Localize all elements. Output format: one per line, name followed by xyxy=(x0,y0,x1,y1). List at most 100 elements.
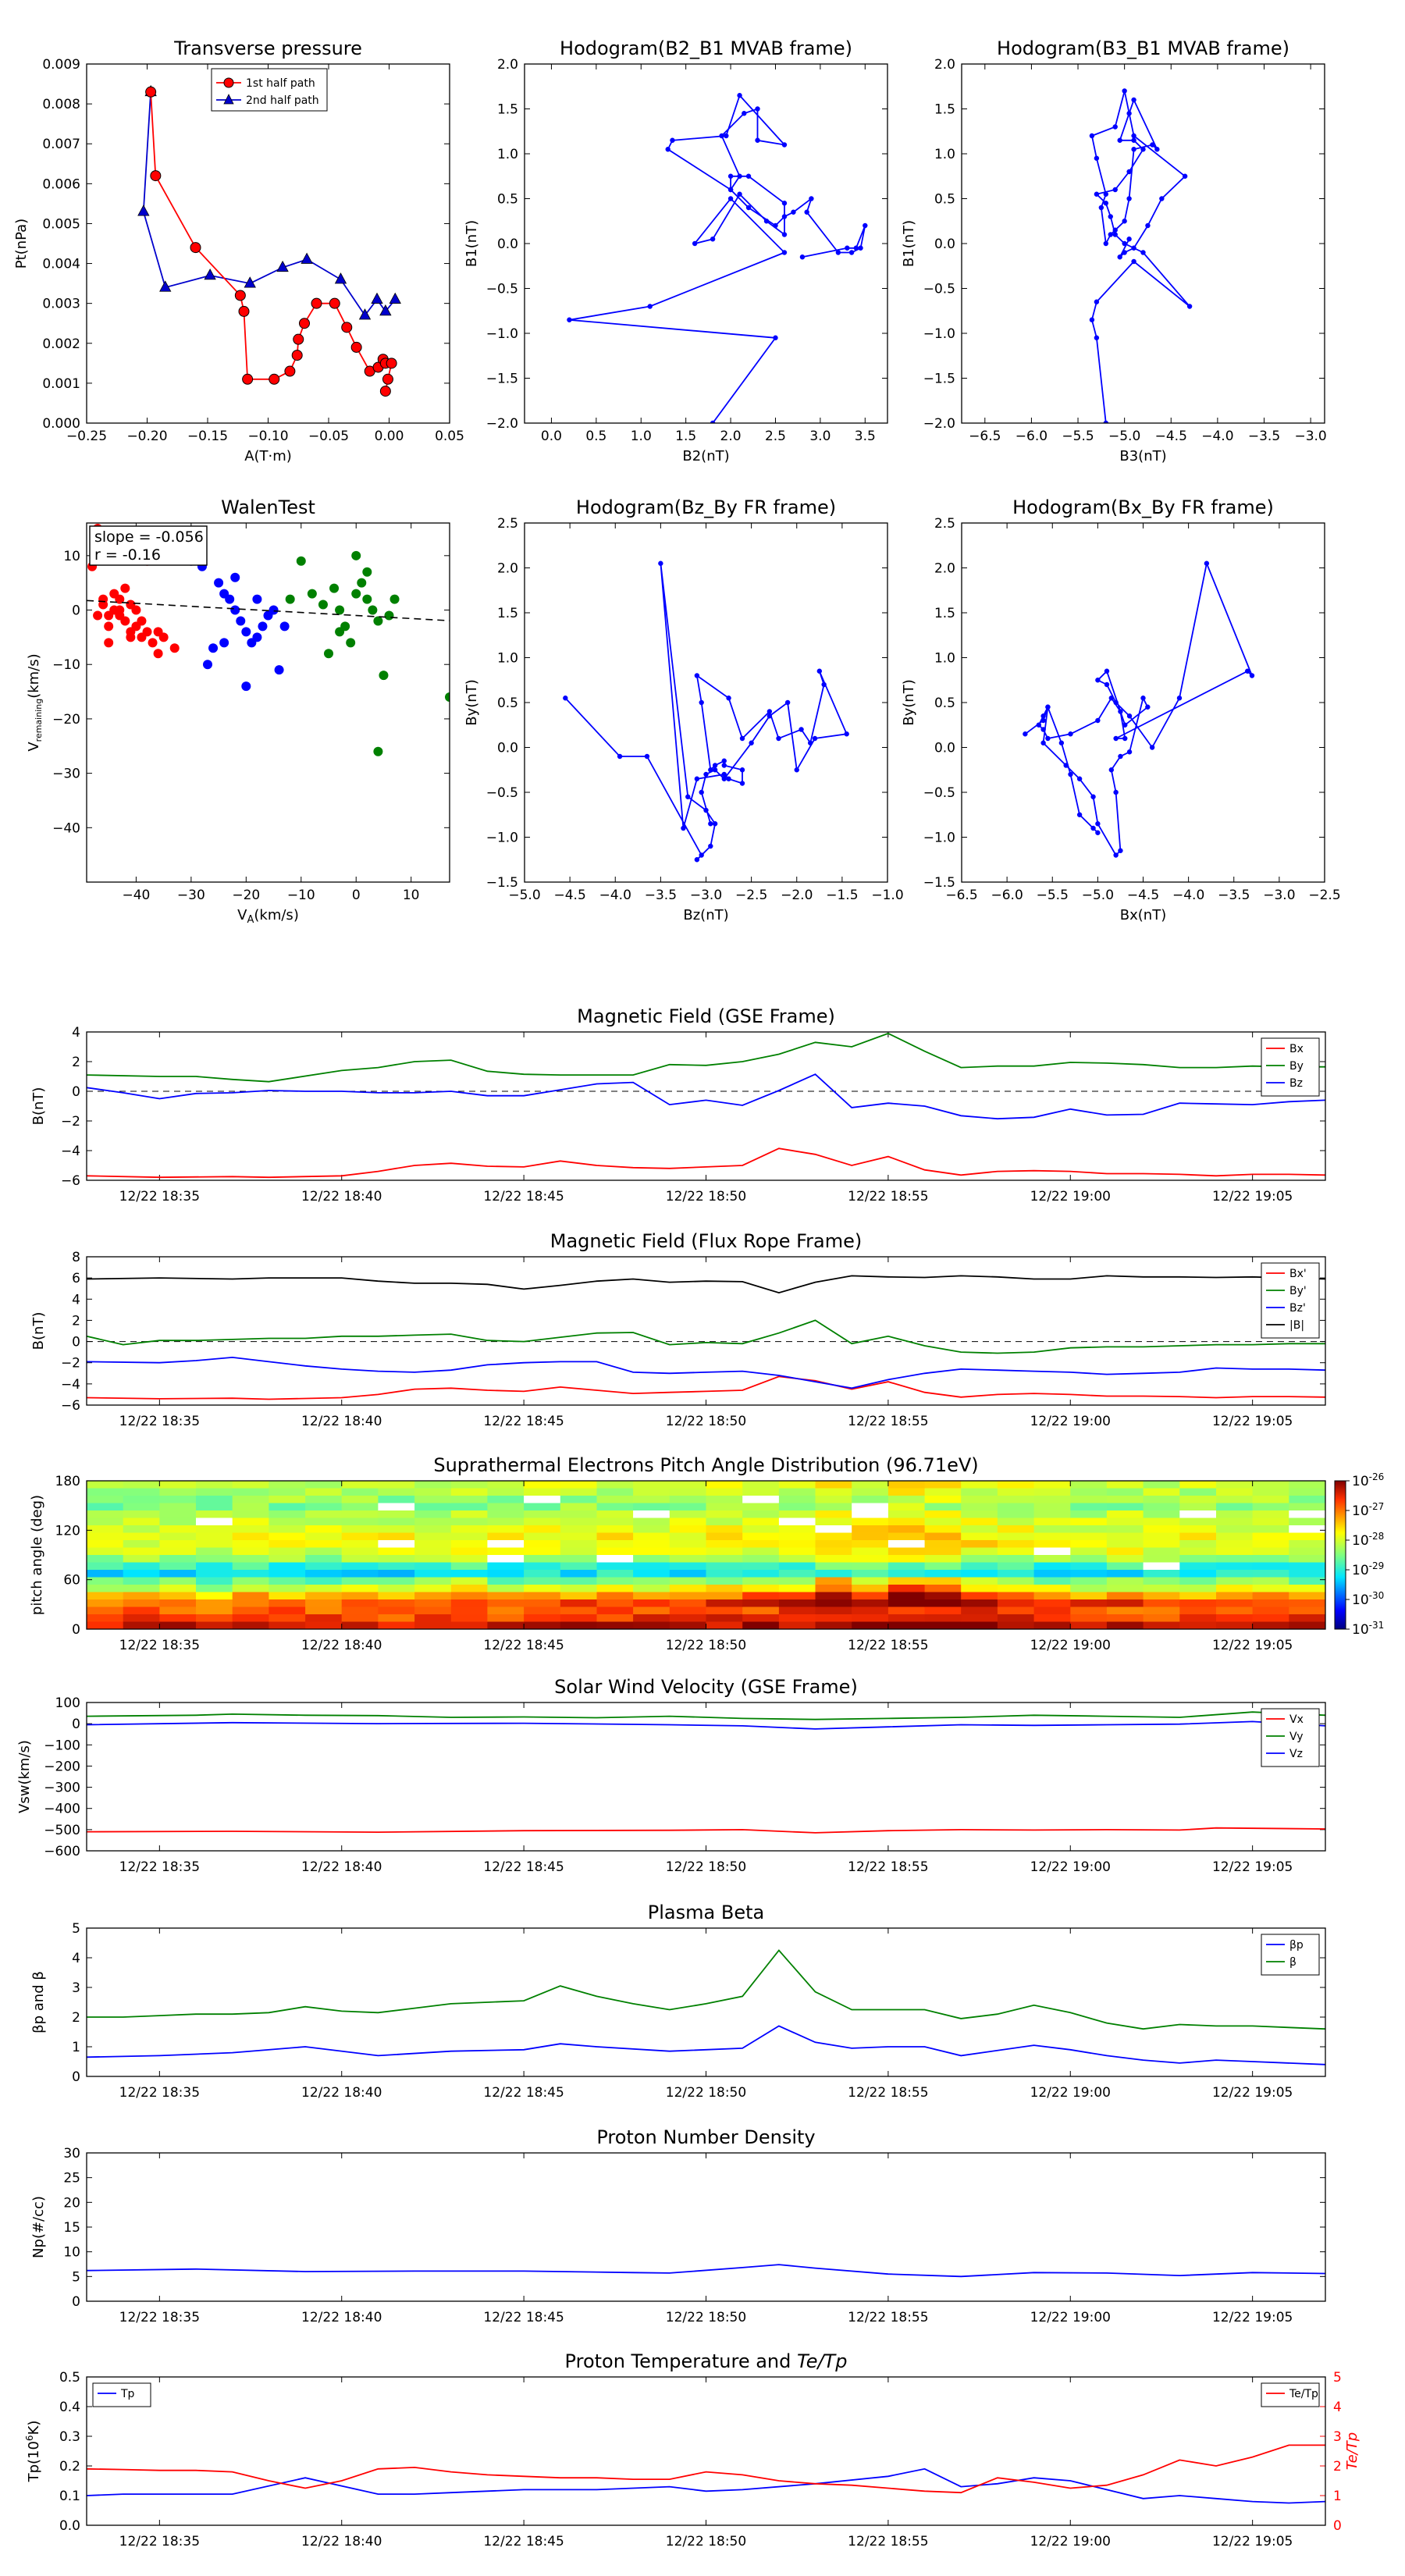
hodogram-point xyxy=(745,173,752,179)
heatmap-cell xyxy=(1070,1599,1108,1608)
plot-frame xyxy=(86,1702,1326,1852)
y-tick-label: −4 xyxy=(61,1377,80,1393)
heatmap-cell xyxy=(669,1614,707,1623)
heatmap-cell xyxy=(669,1599,707,1608)
heatmap-cell xyxy=(1106,1540,1144,1549)
second-half-path-point xyxy=(358,308,372,320)
y-axis-label: B1(nT) xyxy=(464,220,480,267)
x-tick-label: −2.5 xyxy=(1308,888,1340,903)
scatter-point xyxy=(104,621,114,632)
heatmap-cell xyxy=(196,1547,233,1556)
hodogram-point xyxy=(1122,240,1127,247)
hodogram-point xyxy=(804,209,809,215)
hodogram-point xyxy=(1140,696,1146,701)
y-tick-label: −200 xyxy=(44,1759,80,1774)
heatmap-cell xyxy=(196,1570,233,1578)
hodogram-point xyxy=(1023,731,1028,737)
heatmap-cell xyxy=(1106,1517,1144,1526)
hodogram-point xyxy=(721,758,727,763)
heatmap-cell xyxy=(87,1585,124,1593)
plot-frame xyxy=(86,522,450,883)
chart-h3: Hodogram(Bz_By FR frame) −5.0 −4.5 −4.0 −3.5… xyxy=(464,496,904,923)
heatmap-cell xyxy=(924,1547,962,1556)
y-tick-label: 2 xyxy=(72,1055,80,1070)
colorbar-exponent: -26 xyxy=(1369,1471,1385,1482)
heatmap-cell xyxy=(305,1599,343,1608)
time-tick-label: 12/22 18:55 xyxy=(848,2310,928,2325)
heatmap-cell xyxy=(596,1621,634,1629)
chart-h2: Hodogram(B3_B1 MVAB frame) −6.5 −6.0 −5.5 −5… xyxy=(901,37,1327,464)
heatmap-cell xyxy=(450,1496,489,1504)
first-half-path-point xyxy=(284,365,296,377)
heatmap-cell xyxy=(633,1585,670,1593)
time-tick-label: 12/22 18:45 xyxy=(483,1414,564,1429)
heatmap-cell xyxy=(269,1570,306,1578)
heatmap-cell xyxy=(87,1599,124,1608)
heatmap-cell xyxy=(1179,1503,1217,1511)
heatmap-cell xyxy=(341,1488,379,1496)
x-tick-label: 2.5 xyxy=(765,429,786,444)
heatmap-cell xyxy=(341,1517,379,1526)
y-tick-label: 60 xyxy=(63,1573,80,1589)
colorbar-label: 10-29 xyxy=(1352,1560,1384,1578)
heatmap-cell xyxy=(414,1503,452,1511)
heatmap-cell xyxy=(1216,1606,1254,1615)
hodogram-point xyxy=(781,201,788,206)
heatmap-cell xyxy=(87,1481,124,1489)
first-half-path-point xyxy=(382,373,393,385)
hodogram-point xyxy=(745,205,752,211)
heatmap-cell xyxy=(524,1585,561,1593)
hodogram-point xyxy=(791,209,796,215)
scatter-point xyxy=(104,638,114,648)
x-tick-label: −4.5 xyxy=(1155,429,1187,444)
heatmap-cell xyxy=(706,1570,743,1578)
heatmap-cell xyxy=(1143,1614,1180,1623)
heatmap-cell xyxy=(560,1503,598,1511)
heatmap-cell xyxy=(524,1614,561,1623)
heatmap-cell xyxy=(487,1562,525,1571)
heatmap-cell xyxy=(123,1488,160,1496)
heatmap-cell xyxy=(1106,1510,1144,1519)
legend-label: |B| xyxy=(1289,1319,1304,1332)
heatmap-cell xyxy=(1216,1488,1254,1496)
heatmap-cell xyxy=(1179,1532,1217,1541)
x-tick-label: 1.0 xyxy=(631,429,652,444)
heatmap-cell xyxy=(487,1592,525,1600)
y-tick-label: −6 xyxy=(61,1398,80,1414)
scatter-point xyxy=(373,616,383,626)
series-te-tp-line xyxy=(87,2444,1325,2494)
series-Bz'-line xyxy=(87,1356,1325,1389)
hodogram-point xyxy=(773,335,778,340)
heatmap-cell xyxy=(487,1555,525,1564)
y-tick-label: 25 xyxy=(63,2171,80,2186)
heatmap-cell xyxy=(1070,1517,1108,1526)
hodogram-point xyxy=(727,196,734,201)
heatmap-cell xyxy=(961,1532,998,1541)
heatmap-cell xyxy=(87,1525,124,1534)
heatmap-cell xyxy=(997,1510,1035,1519)
scatter-point xyxy=(115,610,125,621)
heatmap-cell xyxy=(1289,1614,1325,1623)
legend-marker xyxy=(223,77,234,88)
x-axis-label-unit: (km/s) xyxy=(254,907,298,923)
scatter-point xyxy=(445,692,450,703)
y-tick-label: −1.5 xyxy=(923,875,955,891)
heatmap-cell xyxy=(1289,1496,1325,1504)
chart-title: WalenTest xyxy=(221,496,315,518)
heatmap-cell xyxy=(596,1577,634,1585)
heatmap-cell xyxy=(414,1577,452,1585)
series-By-line xyxy=(87,1032,1325,1083)
time-tick-label: 12/22 18:40 xyxy=(301,1414,382,1429)
second-half-path-point xyxy=(371,292,383,304)
plot-area xyxy=(87,2444,1325,2504)
chart-transverse-pressure: Transverse pressure −0.25 −0.20 −0.15 −0.10 −… xyxy=(13,37,464,464)
time-tick-label: 12/22 19:05 xyxy=(1212,1189,1293,1204)
heatmap-cell xyxy=(887,1555,926,1564)
heatmap-cell xyxy=(997,1614,1035,1623)
heatmap-cell xyxy=(450,1614,489,1623)
heatmap-cell xyxy=(524,1555,561,1564)
series-β-line xyxy=(87,1949,1325,2030)
colorbar-base: 10 xyxy=(1352,1622,1369,1638)
heatmap-cell xyxy=(887,1599,926,1608)
hodogram-point xyxy=(1103,420,1109,423)
